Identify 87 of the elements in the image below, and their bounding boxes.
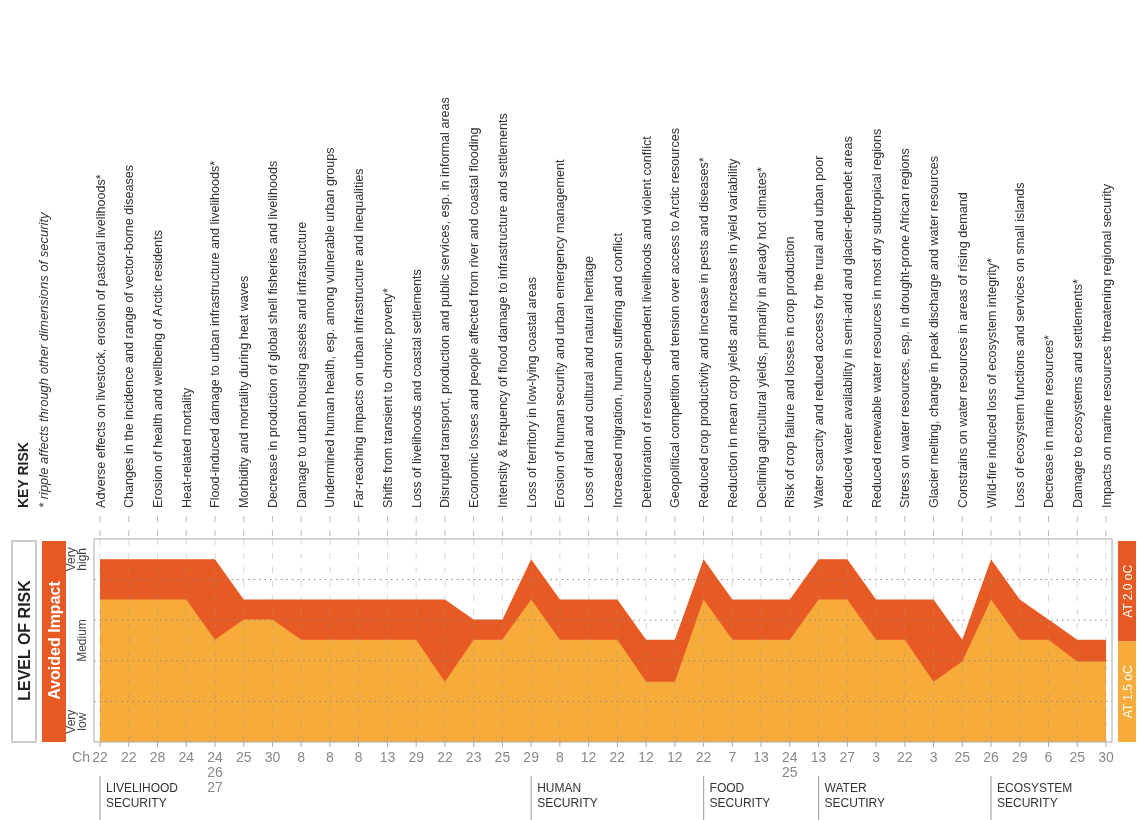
x-tick-label: Economic losses and people affected from river and coastal flooding xyxy=(467,127,482,508)
x-tick-label: Damage to ecosystems and settlements* xyxy=(1070,279,1085,508)
text: 6 xyxy=(1044,749,1053,765)
text: Medium xyxy=(75,619,89,662)
chart-subtitle: * ripple affects through other dimensions of security xyxy=(36,210,51,508)
y-axis-title: LEVEL OF RISK xyxy=(16,579,33,701)
x-tick-label: Flood-induced damage to urban infrastructure and livelihoods* xyxy=(208,160,223,508)
text: Ch xyxy=(72,749,90,765)
x-tick-label: Impacts on marine resources threatening regional security xyxy=(1099,183,1114,508)
text: 24 xyxy=(178,749,195,765)
text: 24 25 xyxy=(782,749,798,780)
x-tick-label: Stress on water resources, esp. in drought-prone African regions xyxy=(898,148,913,508)
text: 23 xyxy=(465,749,482,765)
x-tick-label: Wild-fire induced loss of ecosystem integrity* xyxy=(984,258,999,508)
text: Very high xyxy=(64,547,89,572)
x-tick-label: Geopolitical competition and tension over access to Arctic resources xyxy=(668,127,683,508)
ref-line-label: HUMAN SECURITY xyxy=(537,781,598,810)
text: 22 xyxy=(92,749,108,765)
text: 13 xyxy=(810,749,827,765)
x-tick-label: Water scarcity and reduced access for the rural and urban poor xyxy=(812,155,827,508)
ref-line-label: LIVELIHOOD SECURITY xyxy=(106,781,179,810)
x-tick-label: Changes in the incidence and range of vector-borne diseases xyxy=(122,164,137,508)
x-tick-label: Morbidity and mortality during heat waves xyxy=(237,275,252,508)
text: 25 xyxy=(1069,749,1086,765)
text: 8 xyxy=(354,749,363,765)
x-tick-label: Intensity & frequency of flood damage to infrastructure and settlements xyxy=(495,113,510,508)
x-tick-label: Glacier melting, change in peak discharge and water resources xyxy=(927,155,942,508)
text: 22 xyxy=(120,749,137,765)
x-tick-label: Reduced water availability in semi-arid and glacier-dependet areas xyxy=(840,136,855,508)
x-tick-label: Far-reaching impacts on urban infrastructure and inequalities xyxy=(352,168,367,508)
text: 3 xyxy=(929,749,938,765)
x-tick-label: Erosion of health and wellbeing of Arctic residents xyxy=(150,230,165,508)
text: 27 xyxy=(839,749,856,765)
x-tick-label: Erosion of human security and urban emergency management xyxy=(553,158,568,508)
text: 30 xyxy=(264,749,281,765)
text: 25 xyxy=(235,749,252,765)
ref-line-label: ECOSYSTEM SECURITY xyxy=(997,781,1073,810)
text: 25 xyxy=(494,749,511,765)
text: 12 xyxy=(667,749,683,765)
text: 8 xyxy=(555,749,564,765)
ref-line-label: FOOD SECURITY xyxy=(709,781,771,810)
x-tick-label: Reduction in mean crop yields and increases in yield variability xyxy=(725,157,740,508)
text: 22 xyxy=(437,749,453,765)
chart-title: KEY RISK xyxy=(15,442,31,508)
x-tick-label: Shifts from transient to chronic poverty* xyxy=(380,288,395,508)
text: 7 xyxy=(728,749,737,765)
x-tick-label: Undermined human health, esp. among vulnerable urban groups xyxy=(323,147,338,508)
x-tick-label: Increased migration, human suffering and conflict xyxy=(610,232,625,508)
text: 25 xyxy=(954,749,971,765)
text: 12 xyxy=(580,749,597,765)
ref-line-label: WATER SECUTIRY xyxy=(824,781,886,810)
text: 24 26 27 xyxy=(207,749,223,795)
x-tick-label: Loss of land and cultural and natural heritage xyxy=(582,255,597,508)
text: Very low xyxy=(64,709,89,734)
x-tick-label: Loss of territory in low-lying coastal areas xyxy=(524,277,539,508)
text: 28 xyxy=(149,749,166,765)
text: 29 xyxy=(408,749,425,765)
x-tick-label: Damage to urban housing assets and infrastructure xyxy=(294,221,309,508)
text: AT 2.0 oC xyxy=(1121,564,1135,618)
text: 13 xyxy=(753,749,770,765)
x-tick-label: Constrains on water resources in areas of rising demand xyxy=(955,192,970,508)
text: Avoided Impact xyxy=(46,580,63,700)
text: 22 xyxy=(609,749,626,765)
text: 3 xyxy=(872,749,881,765)
text: 13 xyxy=(379,749,396,765)
text: 8 xyxy=(297,749,306,765)
x-tick-label: Heat-related mortality xyxy=(179,386,194,508)
x-tick-label: Reduced renewable water resources in most dry subtropical regions xyxy=(869,128,884,508)
x-tick-label: Deterioration of resource-dependent livelihoods and violent conflict xyxy=(639,135,654,508)
text: 29 xyxy=(523,749,540,765)
text: 22 xyxy=(897,749,913,765)
x-tick-label: Decrease in marine resources* xyxy=(1042,335,1057,508)
x-tick-label: Adverse effects on livestock, erosion of pastoral livelihoods* xyxy=(93,174,108,508)
text: 8 xyxy=(326,749,335,765)
text: 12 xyxy=(638,749,655,765)
x-tick-label: Loss of livelihoods and coastal settlements xyxy=(409,269,424,508)
x-tick-label: Risk of crop failure and losses in crop production xyxy=(783,236,798,508)
text: 22 xyxy=(695,749,712,765)
x-tick-label: Loss of ecosystem functions and services on small islands xyxy=(1013,182,1028,508)
text: 29 xyxy=(1011,749,1028,765)
x-tick-label: Disrupted transport, production and public services, esp. in informal areas xyxy=(438,97,453,508)
text: AT 1.5 oC xyxy=(1121,664,1135,719)
text: 26 xyxy=(983,749,1000,765)
x-tick-label: Reduced crop productivity and increase in pests and diseases* xyxy=(697,157,712,508)
text: 30 xyxy=(1098,749,1114,765)
x-tick-label: Declining agricultural yields, primarily in already hot climates* xyxy=(754,167,769,508)
x-tick-label: Decrease in production of global shell fisheries and livelihoods xyxy=(265,160,280,508)
